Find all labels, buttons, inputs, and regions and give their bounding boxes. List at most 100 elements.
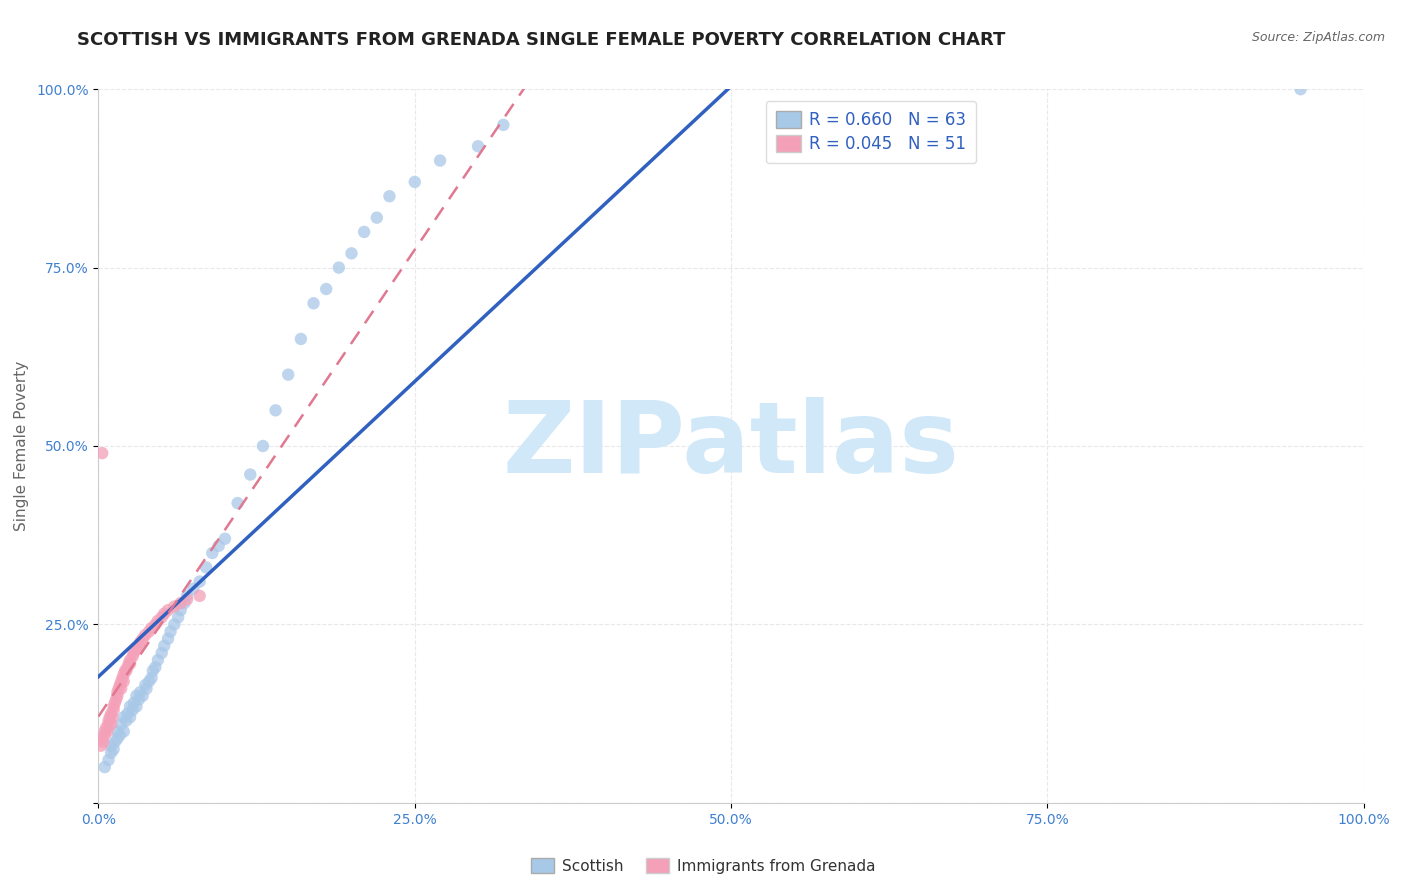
Point — [120, 699, 141, 714]
Point — [163, 599, 186, 614]
Point — [378, 189, 401, 203]
Point — [120, 657, 141, 671]
Point — [107, 731, 129, 746]
Point — [201, 546, 224, 560]
Point — [146, 653, 169, 667]
Point — [108, 728, 131, 742]
Point — [138, 674, 160, 689]
Point — [208, 539, 231, 553]
Point — [141, 671, 163, 685]
Point — [404, 175, 426, 189]
Point — [277, 368, 299, 382]
Point — [1289, 82, 1312, 96]
Point — [121, 649, 143, 664]
Point — [93, 728, 117, 742]
Point — [340, 246, 363, 260]
Point — [100, 739, 122, 753]
Y-axis label: Single Female Poverty: Single Female Poverty — [14, 361, 30, 531]
Point — [145, 660, 166, 674]
Point — [134, 678, 156, 692]
Point — [150, 646, 173, 660]
Point — [128, 639, 150, 653]
Point — [176, 589, 198, 603]
Text: Source: ZipAtlas.com: Source: ZipAtlas.com — [1251, 31, 1385, 45]
Point — [157, 603, 180, 617]
Point — [105, 692, 128, 706]
Point — [129, 635, 152, 649]
Point — [226, 496, 249, 510]
Point — [145, 617, 166, 632]
Point — [125, 699, 148, 714]
Point — [163, 617, 186, 632]
Point — [103, 742, 125, 756]
Point — [97, 753, 120, 767]
Point — [103, 703, 125, 717]
Point — [100, 706, 122, 721]
Point — [107, 724, 129, 739]
Point — [176, 592, 198, 607]
Point — [159, 624, 181, 639]
Point — [115, 664, 138, 678]
Point — [115, 714, 138, 728]
Point — [112, 710, 135, 724]
Point — [114, 664, 136, 678]
Point — [467, 139, 489, 153]
Point — [135, 681, 157, 696]
Point — [129, 685, 152, 699]
Point — [91, 731, 114, 746]
Text: SCOTTISH VS IMMIGRANTS FROM GRENADA SINGLE FEMALE POVERTY CORRELATION CHART: SCOTTISH VS IMMIGRANTS FROM GRENADA SING… — [77, 31, 1005, 49]
Point — [118, 657, 141, 671]
Point — [153, 639, 176, 653]
Point — [107, 689, 129, 703]
Point — [107, 681, 129, 696]
Point — [93, 760, 117, 774]
Point — [125, 689, 148, 703]
Point — [132, 689, 155, 703]
Point — [302, 296, 325, 310]
Point — [117, 706, 139, 721]
Point — [104, 696, 127, 710]
Point — [108, 678, 131, 692]
Point — [125, 642, 148, 657]
Point — [290, 332, 312, 346]
Point — [117, 660, 139, 674]
Point — [110, 681, 132, 696]
Point — [96, 724, 118, 739]
Point — [101, 710, 124, 724]
Point — [104, 735, 127, 749]
Point — [188, 589, 211, 603]
Point — [110, 674, 132, 689]
Point — [122, 646, 145, 660]
Legend: R = 0.660   N = 63, R = 0.045   N = 51: R = 0.660 N = 63, R = 0.045 N = 51 — [765, 101, 976, 163]
Point — [112, 724, 135, 739]
Point — [128, 692, 150, 706]
Point — [93, 735, 115, 749]
Point — [132, 632, 155, 646]
Point — [239, 467, 262, 482]
Point — [194, 560, 218, 574]
Text: ZIPatlas: ZIPatlas — [503, 398, 959, 494]
Point — [97, 714, 120, 728]
Point — [122, 696, 145, 710]
Point — [100, 717, 122, 731]
Point — [153, 607, 176, 621]
Point — [121, 703, 143, 717]
Point — [120, 653, 141, 667]
Legend: Scottish, Immigrants from Grenada: Scottish, Immigrants from Grenada — [524, 852, 882, 880]
Point — [150, 610, 173, 624]
Point — [264, 403, 287, 417]
Point — [142, 664, 165, 678]
Point — [188, 574, 211, 589]
Point — [93, 724, 117, 739]
Point — [141, 621, 163, 635]
Point — [157, 632, 180, 646]
Point — [214, 532, 236, 546]
Point — [103, 699, 125, 714]
Point — [167, 610, 190, 624]
Point — [110, 717, 132, 731]
Point — [173, 596, 195, 610]
Point — [492, 118, 515, 132]
Point — [107, 685, 129, 699]
Point — [120, 710, 141, 724]
Point — [252, 439, 274, 453]
